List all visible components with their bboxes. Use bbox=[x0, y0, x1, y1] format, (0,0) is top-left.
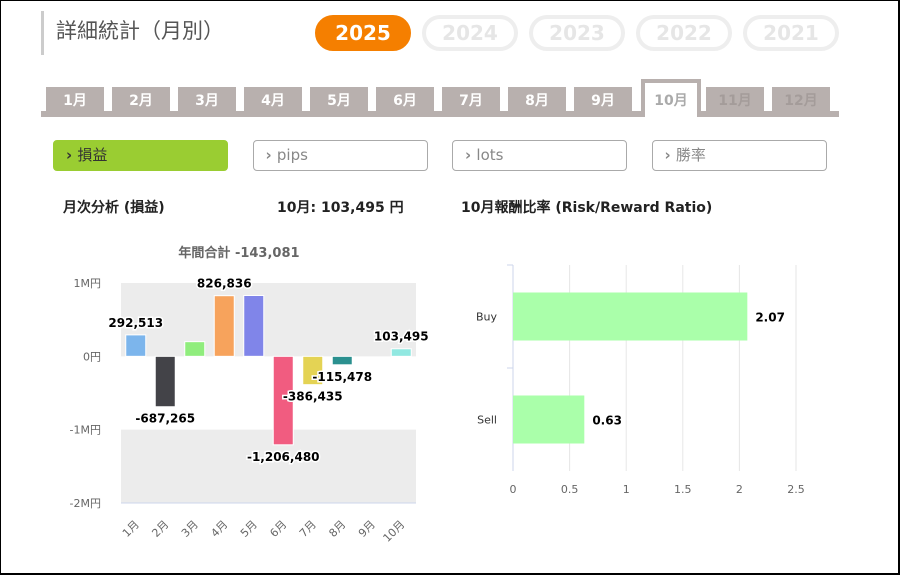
bar-6月[interactable] bbox=[272, 355, 294, 446]
y-tick-label: -1M円 bbox=[70, 424, 101, 437]
tab-month-9[interactable]: 9月 bbox=[574, 87, 632, 113]
x-tick-label: 7月 bbox=[297, 518, 319, 540]
tab-month-7[interactable]: 7月 bbox=[442, 87, 500, 113]
x-tick-label: 10月 bbox=[381, 518, 408, 545]
y-tick-label: -2M円 bbox=[70, 497, 101, 510]
y-tick-label: 1M円 bbox=[74, 277, 102, 290]
year-button-2021[interactable]: 2021 bbox=[743, 15, 839, 51]
x-tick-label: 0 bbox=[510, 483, 517, 496]
x-tick-label: 5月 bbox=[238, 518, 260, 540]
tab-month-5[interactable]: 5月 bbox=[310, 87, 368, 113]
chevron-right-icon: › bbox=[265, 146, 277, 164]
metric-label: pips bbox=[276, 146, 308, 164]
data-label: 2.07 bbox=[755, 311, 785, 325]
bar-1月[interactable] bbox=[125, 334, 147, 357]
bar-8月[interactable] bbox=[331, 355, 353, 366]
bar-buy[interactable] bbox=[513, 292, 748, 341]
x-tick-label: 2月 bbox=[149, 518, 171, 540]
metric-label: lots bbox=[476, 146, 504, 164]
metric-label: 損益 bbox=[77, 146, 108, 164]
month-tab-bar bbox=[41, 111, 839, 117]
tab-month-11[interactable]: 11月 bbox=[706, 87, 764, 113]
plot-band bbox=[121, 283, 416, 357]
year-button-2023[interactable]: 2023 bbox=[529, 15, 625, 51]
bar-4月[interactable] bbox=[213, 295, 235, 357]
chevron-right-icon: › bbox=[66, 146, 78, 164]
metric-button-0[interactable]: › 損益 bbox=[53, 140, 228, 171]
year-button-2024[interactable]: 2024 bbox=[422, 15, 518, 51]
tab-month-8[interactable]: 8月 bbox=[508, 87, 566, 113]
category-label: Buy bbox=[476, 311, 498, 324]
year-button-2022[interactable]: 2022 bbox=[636, 15, 732, 51]
monthly-pl-chart: 年間合計 -143,081 1M円 0円 -1M円 -2M円 292,513 1月 -687,… bbox=[70, 245, 431, 545]
page-title: 詳細統計（月別） bbox=[41, 11, 224, 55]
bar-5月[interactable] bbox=[243, 294, 265, 357]
chevron-right-icon: › bbox=[465, 146, 477, 164]
tab-month-10[interactable]: 10月 bbox=[641, 79, 701, 117]
x-tick-label: 1月 bbox=[120, 518, 142, 540]
chart-title: 年間合計 -143,081 bbox=[178, 245, 299, 261]
bar-7月[interactable] bbox=[302, 355, 324, 386]
data-label: -386,435 bbox=[283, 390, 343, 404]
bar-2月[interactable] bbox=[154, 355, 176, 408]
metric-button-3[interactable]: › 勝率 bbox=[651, 140, 827, 171]
data-label: -115,478 bbox=[312, 370, 372, 384]
x-tick-label: 6月 bbox=[267, 518, 289, 540]
x-tick-label: 3月 bbox=[179, 518, 201, 540]
data-label: -687,265 bbox=[135, 412, 195, 426]
x-tick-label: 8月 bbox=[326, 518, 348, 540]
tab-month-2[interactable]: 2月 bbox=[112, 87, 170, 113]
tab-month-3[interactable]: 3月 bbox=[178, 87, 236, 113]
chevron-right-icon: › bbox=[664, 146, 676, 164]
rr-title: 10月報酬比率 (Risk/Reward Ratio) bbox=[461, 200, 713, 216]
category-label: Sell bbox=[477, 414, 497, 427]
month-value: 10月: 103,495 円 bbox=[277, 200, 404, 216]
y-tick-label: 0円 bbox=[83, 350, 101, 363]
x-tick-label: 9月 bbox=[356, 518, 378, 540]
data-label: 103,495 bbox=[374, 330, 429, 344]
tab-month-1[interactable]: 1月 bbox=[46, 87, 104, 113]
year-button-2025[interactable]: 2025 bbox=[315, 15, 411, 51]
tab-month-6[interactable]: 6月 bbox=[376, 87, 434, 113]
bar-sell[interactable] bbox=[513, 395, 585, 444]
x-tick-label: 1.5 bbox=[674, 483, 692, 496]
x-tick-label: 0.5 bbox=[561, 483, 579, 496]
risk-reward-chart: 0 0.5 1 1.5 2 2.5 Buy 2.07 Sell 0.63 bbox=[476, 264, 805, 496]
metric-button-2[interactable]: › lots bbox=[452, 140, 627, 171]
x-tick-label: 2.5 bbox=[787, 483, 805, 496]
bar-3月[interactable] bbox=[184, 341, 206, 357]
data-label: 826,836 bbox=[197, 277, 252, 291]
metric-label: 勝率 bbox=[675, 146, 706, 164]
x-tick-label: 1 bbox=[623, 483, 630, 496]
tab-month-4[interactable]: 4月 bbox=[244, 87, 302, 113]
data-label: -1,206,480 bbox=[247, 450, 320, 464]
x-tick-label: 4月 bbox=[208, 518, 230, 540]
x-tick-label: 2 bbox=[736, 483, 743, 496]
data-label: 0.63 bbox=[592, 414, 622, 428]
metric-button-1[interactable]: › pips bbox=[252, 140, 428, 171]
bar-10月[interactable] bbox=[390, 348, 412, 357]
data-label: 292,513 bbox=[108, 316, 163, 330]
tab-month-12[interactable]: 12月 bbox=[772, 87, 830, 113]
monthly-analysis-title: 月次分析 (損益) bbox=[63, 200, 165, 216]
plot-band bbox=[121, 429, 416, 503]
